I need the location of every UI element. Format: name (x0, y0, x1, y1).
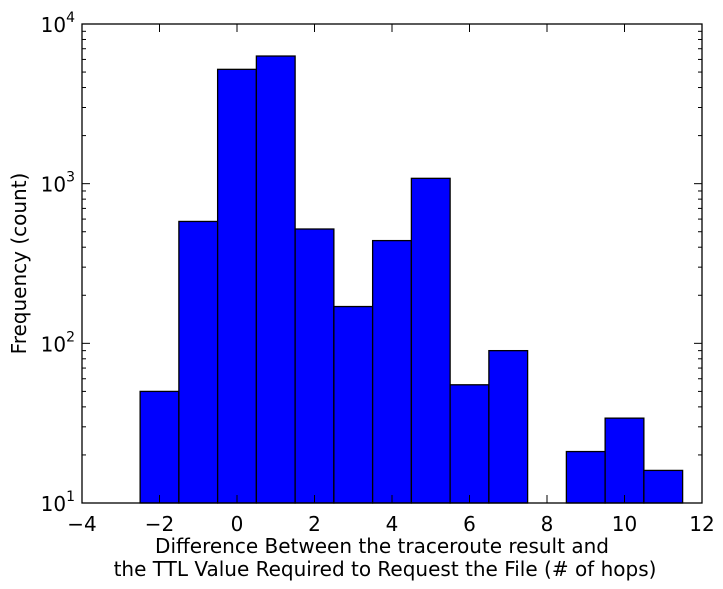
ticks-group (81, 23, 703, 504)
y-tick-label: 103 (41, 170, 75, 197)
x-tick-label: 2 (308, 512, 321, 536)
y-tick-label: 102 (41, 329, 75, 356)
y-tick-label: 104 (41, 10, 75, 37)
tick-labels-group: −4 −2 0 2 4 6 8 10 12 101 102 103 104 (41, 10, 715, 536)
x-tick-label: 8 (541, 512, 554, 536)
histogram-bar (333, 305, 374, 504)
x-tick-label: −4 (67, 512, 96, 536)
x-axis-label-line-2: the TTL Value Required to Request the Fi… (114, 557, 657, 581)
x-tick-label: −2 (145, 512, 174, 536)
histogram-bar (139, 390, 180, 504)
x-tick-label: 4 (386, 512, 399, 536)
x-tick-label: 0 (231, 512, 244, 536)
histogram-bar (294, 228, 335, 504)
x-axis-label-line-1: Difference Between the traceroute result… (155, 534, 609, 558)
x-tick-label: 10 (612, 512, 637, 536)
x-tick-label: 6 (463, 512, 476, 536)
x-tick-label: 12 (689, 512, 714, 536)
histogram-bar (178, 220, 219, 504)
y-axis-label: Frequency (count) (7, 173, 31, 355)
bars-group (139, 55, 684, 504)
histogram-bar (255, 55, 296, 504)
histogram-bar (604, 417, 645, 504)
histogram-bar (410, 177, 451, 504)
histogram-bar (565, 450, 606, 504)
histogram-bar (643, 469, 684, 504)
histogram-bar (488, 349, 529, 504)
histogram-bar (371, 239, 413, 504)
histogram-bar (216, 68, 258, 504)
y-tick-label: 101 (41, 489, 75, 516)
histogram-bar (449, 384, 490, 504)
